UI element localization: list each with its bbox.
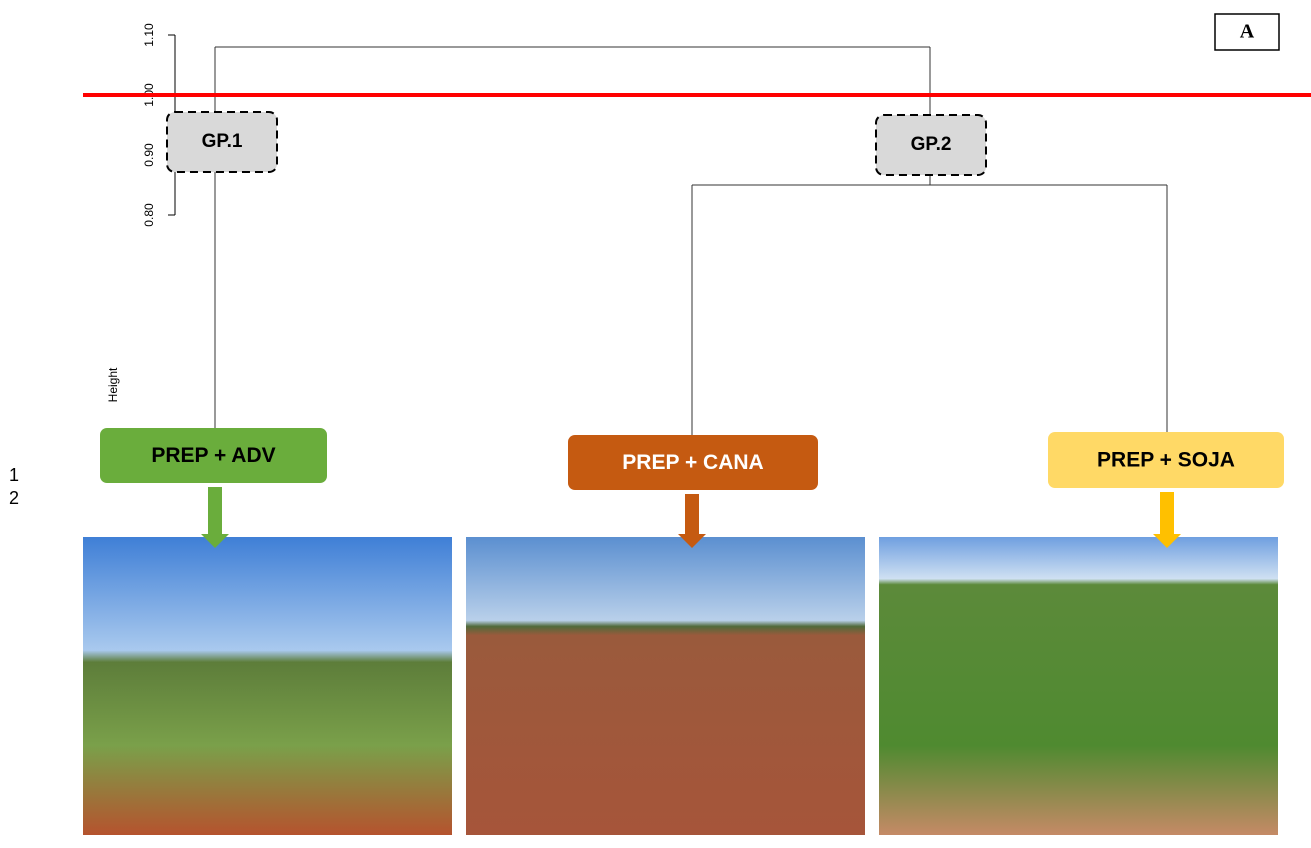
line-number: 1: [9, 465, 19, 485]
group-box: [875, 114, 987, 176]
y-tick-label: 1.10: [142, 23, 156, 47]
panel-box: [1214, 13, 1280, 51]
y-tick-label: 0.80: [142, 203, 156, 227]
panel-label: A: [1240, 21, 1255, 43]
group-label: GP.1: [202, 131, 243, 152]
photo: [466, 537, 865, 835]
leaf-label: PREP + CANA: [622, 451, 763, 474]
y-axis-label: Height: [106, 367, 120, 402]
leaf-label: PREP + SOJA: [1097, 449, 1235, 472]
leaf-arrow: [678, 494, 706, 548]
group-box: [166, 111, 278, 173]
leaf-box: [100, 428, 327, 483]
photo: [83, 537, 452, 835]
leaf-arrow: [201, 487, 229, 548]
line-number: 2: [9, 488, 19, 508]
photo: [879, 537, 1278, 835]
leaf-arrow: [1153, 492, 1181, 548]
leaf-box: [1048, 432, 1284, 488]
group-label: GP.2: [911, 134, 952, 155]
leaf-label: PREP + ADV: [151, 444, 275, 467]
leaf-box: [568, 435, 818, 490]
y-tick-label: 0.90: [142, 143, 156, 167]
